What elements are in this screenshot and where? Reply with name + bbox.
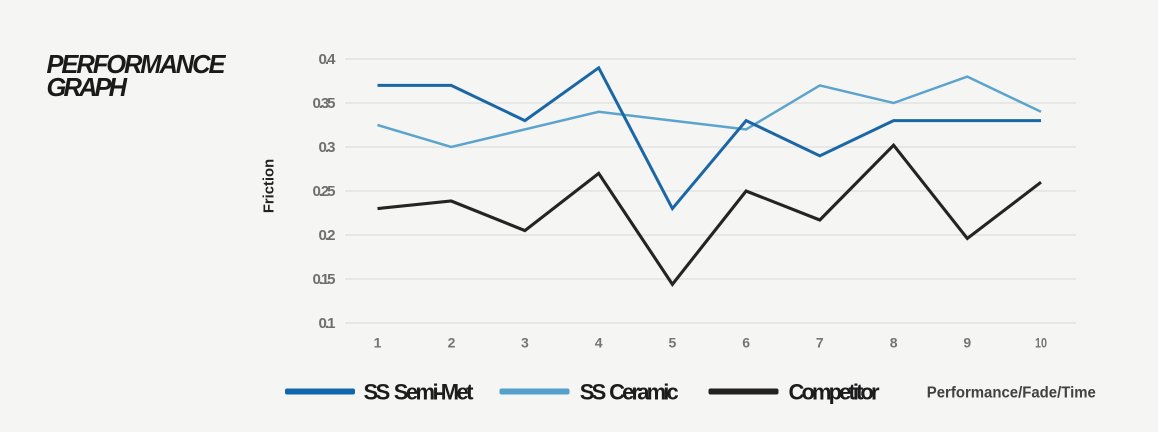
svg-text:SS Semi-Met: SS Semi-Met <box>364 380 475 405</box>
svg-text:6: 6 <box>742 335 750 351</box>
svg-text:2: 2 <box>448 335 456 351</box>
svg-text:Friction: Friction <box>262 159 278 213</box>
svg-text:0.1: 0.1 <box>319 315 336 332</box>
svg-text:Performance/Fade/Time: Performance/Fade/Time <box>927 385 1096 402</box>
svg-text:0.25: 0.25 <box>313 183 336 200</box>
svg-text:GRAPH: GRAPH <box>47 74 128 102</box>
svg-text:8: 8 <box>890 335 898 351</box>
svg-text:10: 10 <box>1035 335 1047 351</box>
svg-text:Competitor: Competitor <box>789 380 880 405</box>
svg-text:SS Ceramic: SS Ceramic <box>580 380 679 405</box>
svg-text:0.15: 0.15 <box>313 271 336 288</box>
svg-text:0.35: 0.35 <box>313 95 336 112</box>
svg-text:1: 1 <box>374 335 382 351</box>
svg-text:PERFORMANCE: PERFORMANCE <box>47 51 227 79</box>
svg-text:0.4: 0.4 <box>319 51 337 68</box>
svg-text:5: 5 <box>669 335 677 351</box>
svg-text:4: 4 <box>595 335 603 351</box>
svg-text:0.2: 0.2 <box>319 227 336 244</box>
svg-text:0.3: 0.3 <box>319 139 336 156</box>
svg-text:7: 7 <box>816 335 824 351</box>
svg-text:9: 9 <box>963 335 971 351</box>
svg-text:3: 3 <box>521 335 529 351</box>
